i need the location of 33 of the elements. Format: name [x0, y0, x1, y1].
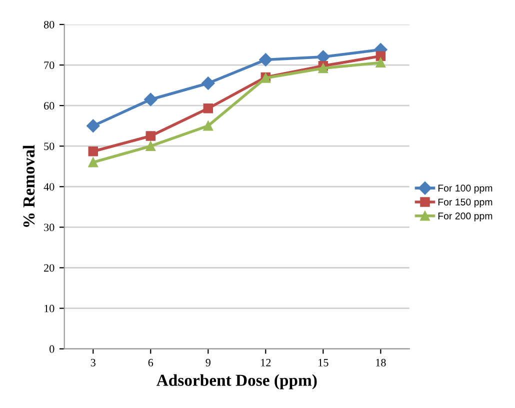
point: [146, 131, 156, 141]
point: [144, 92, 158, 106]
y-tick-label: 0: [50, 345, 54, 353]
point: [203, 104, 214, 114]
point: [146, 141, 156, 151]
x-tick-label: 6: [148, 358, 154, 366]
point: [259, 53, 272, 66]
legend-label: For 100 ppm: [438, 184, 492, 194]
point: [376, 51, 386, 61]
y-tick-label: 30: [44, 224, 54, 232]
y-tick-label: 20: [44, 264, 54, 272]
x-axis-title: Adsorbent Dose (ppm): [156, 374, 317, 390]
y-tick-label: 40: [44, 183, 54, 191]
point: [88, 146, 98, 156]
y-tick-label: 70: [44, 61, 54, 69]
y-tick-label: 50: [44, 142, 54, 150]
point: [203, 120, 214, 131]
point: [318, 63, 328, 74]
y-tick-label: 80: [44, 20, 54, 28]
y-tick-label: 10: [44, 304, 54, 312]
point: [88, 157, 98, 168]
x-tick-label: 9: [206, 358, 210, 366]
x-tick-label: 15: [318, 358, 328, 366]
x-tick-label: 18: [376, 358, 386, 366]
legend-label: For 150 ppm: [438, 198, 492, 208]
y-axis-title: % Removal: [22, 145, 35, 227]
y-tick-label: 60: [44, 102, 54, 110]
x-tick-label: 12: [261, 358, 271, 366]
legend-label: For 200 ppm: [438, 212, 492, 222]
point: [202, 76, 215, 90]
point: [376, 58, 386, 68]
x-tick-label: 3: [90, 358, 96, 366]
point: [86, 119, 100, 132]
